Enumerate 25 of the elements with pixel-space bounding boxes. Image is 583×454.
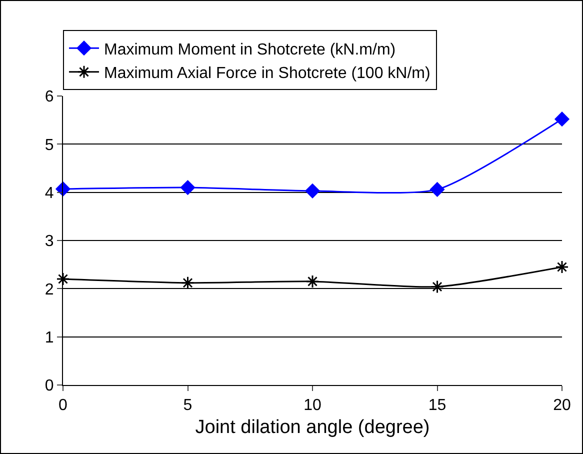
x-tick-label: 0 <box>58 397 68 414</box>
x-tick-label: 5 <box>183 397 192 414</box>
point <box>180 180 195 195</box>
point <box>306 274 320 288</box>
x-tick-label: 10 <box>304 397 322 414</box>
legend-label: Maximum Axial Force in Shotcrete (100 kN/m) <box>104 65 430 82</box>
y-tick-label: 4 <box>44 184 54 202</box>
point <box>56 272 70 286</box>
x-tick-label: 15 <box>428 397 446 414</box>
point <box>555 260 569 274</box>
y-tick-label: 1 <box>44 329 54 346</box>
y-tick-label: 0 <box>44 378 54 395</box>
x-tick-label: 20 <box>553 397 571 414</box>
legend-label: Maximum Moment in Shotcrete (kN.m/m) <box>104 41 396 58</box>
point <box>430 182 444 197</box>
y-tick-label: 3 <box>44 233 54 250</box>
point <box>56 182 70 196</box>
x-axis-title: Joint dilation angle (degree) <box>195 417 430 438</box>
y-tick-label: 2 <box>44 281 54 298</box>
y-tick-label: 6 <box>44 88 54 106</box>
point <box>181 276 194 290</box>
point <box>554 112 570 126</box>
point <box>305 184 320 198</box>
y-tick-label: 5 <box>44 136 54 154</box>
point <box>430 280 444 294</box>
